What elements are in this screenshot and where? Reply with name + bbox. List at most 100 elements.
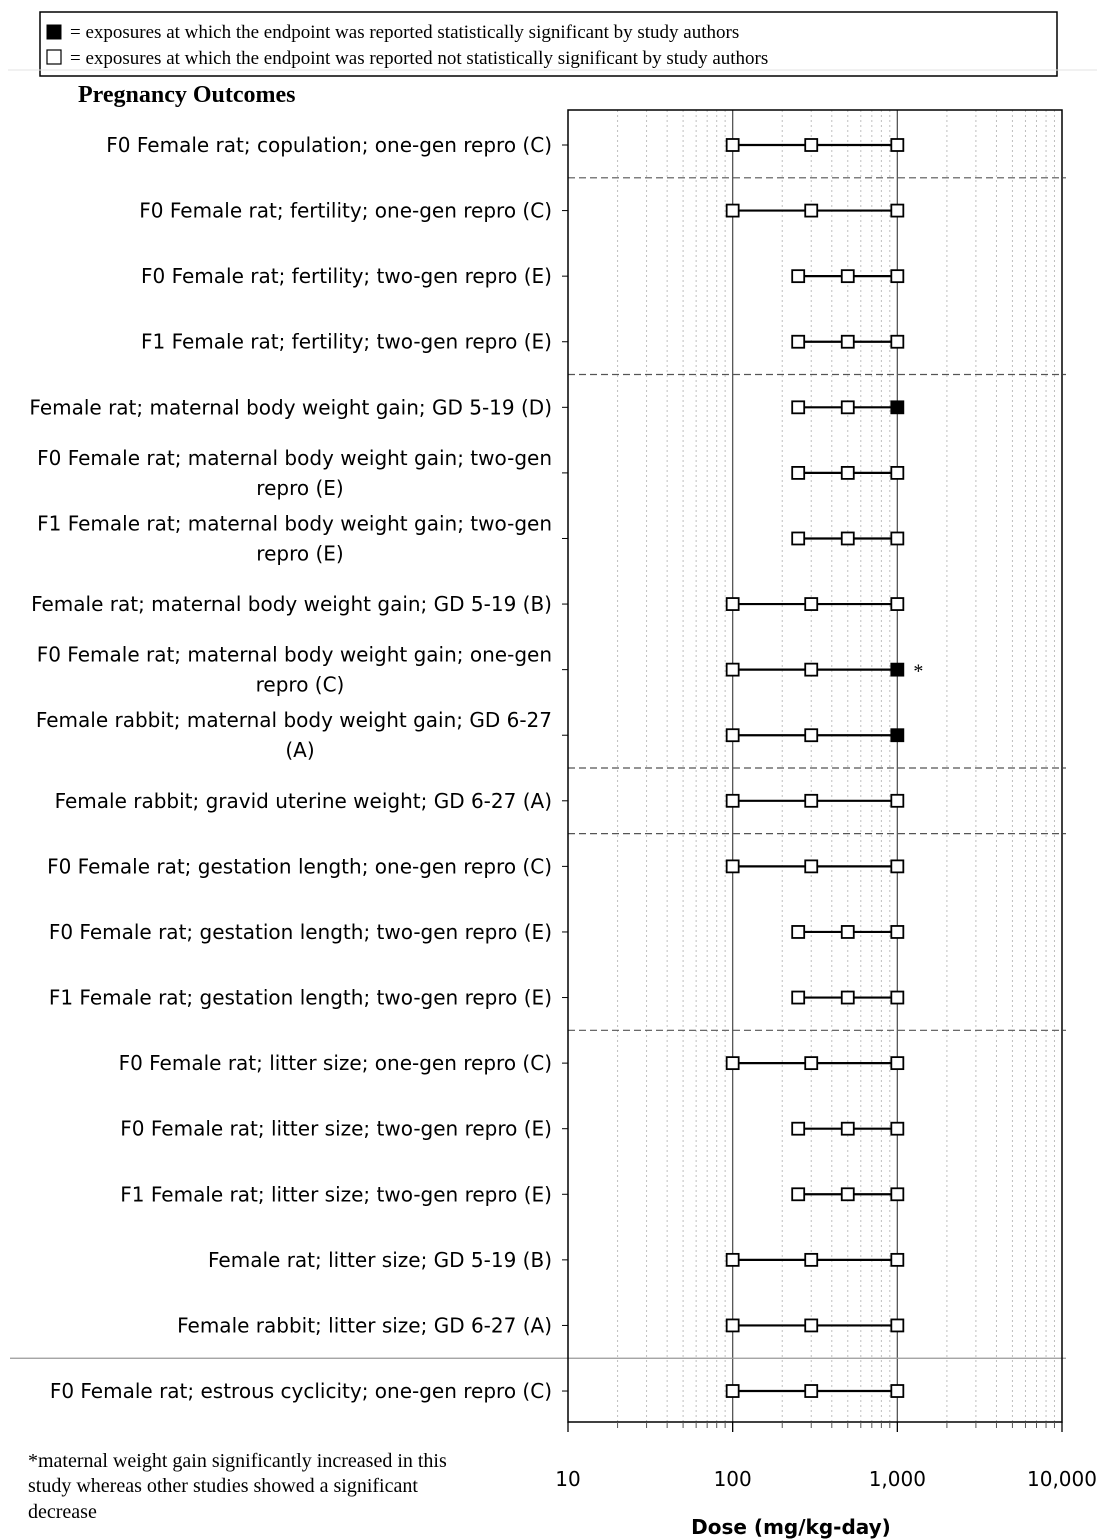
footnote-line-1: *maternal weight gain significantly incr… [28,1450,447,1472]
not-significant-marker [890,1318,905,1333]
not-significant-marker [890,203,905,218]
not-significant-marker [725,793,740,808]
row-label: F1 Female rat; fertility; two-gen repro … [141,330,552,354]
not-significant-marker [791,925,806,939]
not-significant-marker [804,859,819,874]
x-axis-title: Dose (mg/kg-day) [691,1515,891,1539]
not-significant-marker [840,1121,855,1136]
not-significant-marker [791,990,806,1005]
not-significant-marker [804,1318,819,1333]
not-significant-marker [840,465,855,480]
not-significant-marker [840,334,855,349]
legend-frame [39,11,1058,77]
not-significant-marker [804,597,819,611]
row-label: repro (C) [256,673,345,697]
not-significant-marker [804,1252,819,1267]
x-tick-label: 10 [555,1467,580,1491]
not-significant-marker [804,662,819,677]
row-label: repro (E) [256,541,343,565]
not-significant-marker [890,990,905,1005]
row-label: F1 Female rat; litter size; two-gen repr… [120,1182,552,1206]
not-significant-marker [725,597,740,611]
x-tick-label: 10,000 [1027,1467,1097,1491]
gridlines [617,110,1055,1422]
not-significant-marker [804,1384,819,1398]
row-label: F0 Female rat; maternal body weight gain… [37,643,552,667]
x-axis: 10 100 1,000 10,000 [555,1422,1097,1491]
significant-marker [890,662,905,677]
row-annotation: * [913,661,923,683]
not-significant-marker [791,1187,806,1202]
not-significant-marker [804,138,819,152]
not-significant-marker [890,138,905,152]
row-label: F0 Female rat; copulation; one-gen repro… [106,133,552,157]
not-significant-marker [890,334,905,349]
not-significant-marker [725,1252,740,1267]
not-significant-marker [890,269,905,284]
row-label: F0 Female rat; gestation length; two-gen… [49,920,552,944]
row-label: F0 Female rat; maternal body weight gain… [37,446,552,470]
group-separators [10,177,1066,1359]
not-significant-marker [725,138,740,152]
row-label: F0 Female rat; litter size; two-gen repr… [120,1117,552,1141]
legend-significant-text: = exposures at which the endpoint was re… [70,22,739,43]
not-significant-marker [725,1056,740,1071]
section-title: Pregnancy Outcomes [78,82,296,108]
row-label: Female rabbit; litter size; GD 6-27 (A) [177,1313,552,1337]
row-label: (A) [285,738,314,762]
not-significant-marker [890,793,905,808]
row-label: Female rat; maternal body weight gain; G… [29,395,552,419]
not-significant-marker [725,662,740,677]
not-significant-marker [890,531,905,546]
legend-significant-swatch [46,24,62,40]
x-tick-label: 1,000 [869,1467,926,1491]
not-significant-marker [890,1187,905,1202]
row-label: F0 Female rat; estrous cyclicity; one-ge… [50,1379,552,1403]
not-significant-marker [791,400,806,415]
plot-frame [567,109,1063,1423]
not-significant-marker [791,269,806,284]
row-label: Female rabbit; maternal body weight gain… [36,708,552,732]
not-significant-marker [725,1318,740,1333]
not-significant-marker [840,531,855,546]
not-significant-marker [840,1187,855,1202]
footnote-line-3: decrease [28,1501,97,1523]
row-labels: F0 Female rat; copulation; one-gen repro… [29,133,568,1403]
footnote: *maternal weight gain significantly incr… [28,1450,447,1523]
legend-not-significant-text: = exposures at which the endpoint was re… [70,48,768,69]
row-label: F0 Female rat; gestation length; one-gen… [47,854,552,878]
not-significant-marker [840,269,855,284]
not-significant-marker [725,859,740,874]
not-significant-marker [890,597,905,611]
not-significant-marker [890,1056,905,1071]
legend-not-significant-swatch [46,49,62,65]
not-significant-marker [791,465,806,480]
row-label: repro (E) [256,476,343,500]
not-significant-marker [725,1384,740,1398]
not-significant-marker [890,859,905,874]
not-significant-marker [791,531,806,546]
not-significant-marker [890,1384,905,1398]
not-significant-marker [725,728,740,743]
not-significant-marker [804,203,819,218]
not-significant-marker [725,203,740,218]
row-label: F1 Female rat; gestation length; two-gen… [49,986,552,1010]
row-label: Female rat; maternal body weight gain; G… [31,592,552,616]
significant-marker [890,400,905,415]
not-significant-marker [890,1252,905,1267]
footnote-line-2: study whereas other studies showed a sig… [28,1475,418,1497]
not-significant-marker [890,465,905,480]
row-label: F0 Female rat; fertility; one-gen repro … [139,199,552,223]
row-label: Female rabbit; gravid uterine weight; GD… [55,789,552,813]
legend: = exposures at which the endpoint was re… [39,11,1058,77]
row-label: F1 Female rat; maternal body weight gain… [37,511,552,535]
not-significant-marker [804,793,819,808]
row-label: F0 Female rat; fertility; two-gen repro … [141,264,552,288]
not-significant-marker [840,925,855,939]
row-label: Female rat; litter size; GD 5-19 (B) [208,1248,552,1272]
not-significant-marker [890,1121,905,1136]
not-significant-marker [804,1056,819,1071]
not-significant-marker [840,990,855,1005]
significant-marker [890,728,905,743]
